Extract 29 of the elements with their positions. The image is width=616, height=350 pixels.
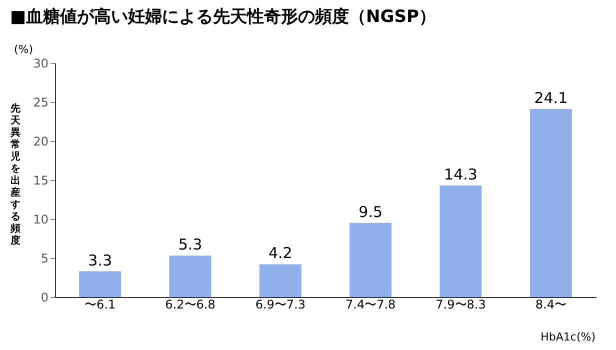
bar xyxy=(169,256,212,297)
data-label: 9.5 xyxy=(358,202,383,221)
data-label: 4.2 xyxy=(268,244,292,262)
bar xyxy=(350,222,392,297)
x-axis-title: HbA1c(%) xyxy=(540,330,596,344)
y-tick-label: 10 xyxy=(33,212,48,226)
x-tick-label: 〜6.1 xyxy=(84,298,116,312)
x-tick-label: 7.9〜8.3 xyxy=(436,298,486,312)
x-tick-label: 6.2〜6.8 xyxy=(165,298,216,312)
y-tick-label: 20 xyxy=(33,134,48,148)
data-label: 5.3 xyxy=(178,236,202,254)
y-tick-label: 25 xyxy=(33,96,48,110)
y-tick-label: 15 xyxy=(33,174,48,188)
bar xyxy=(259,264,302,297)
data-label: 3.3 xyxy=(88,251,112,270)
bar xyxy=(530,109,572,297)
y-tick-label: 30 xyxy=(33,56,48,70)
y-tick-label: 0 xyxy=(40,290,48,304)
x-tick-label: 7.4〜7.8 xyxy=(345,298,396,312)
bar xyxy=(440,185,482,297)
text: 先天異常児を出産する頻度 xyxy=(10,104,20,246)
bar xyxy=(79,271,122,297)
data-label: 14.3 xyxy=(444,165,478,184)
x-tick-label: 6.9〜7.3 xyxy=(255,298,306,312)
x-tick-label: 8.4〜 xyxy=(535,298,566,312)
text: (%) xyxy=(14,43,33,56)
y-tick-label: 5 xyxy=(40,252,48,266)
data-label: 24.1 xyxy=(534,89,568,108)
chart-title: ■血糖値が高い妊婦による先天性奇形の頻度（NGSP） xyxy=(10,7,436,27)
